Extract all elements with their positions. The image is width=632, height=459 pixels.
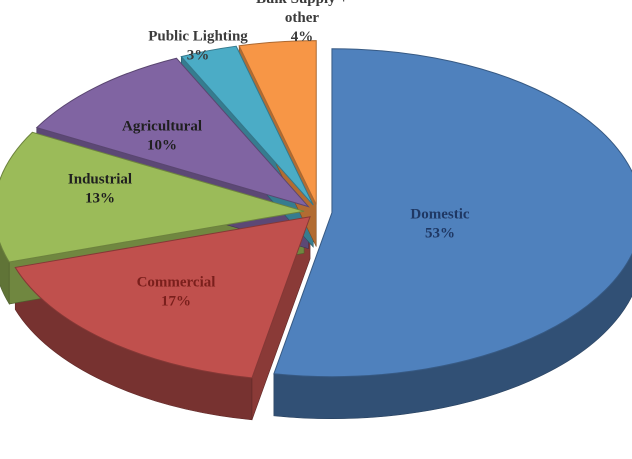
slice-label-agricultural: Agricultural 10% [122,119,202,154]
slice-label-domestic: Domestic 53% [410,207,469,242]
slice-bulk-supply-other [238,40,317,205]
slice-label-commercial: Commercial 17% [137,275,216,310]
slice-label-industrial: Industrial 13% [68,172,132,207]
slice-name-agricultural: Agricultural [122,119,202,135]
slice-value-commercial: 17% [161,294,191,310]
slice-name-commercial: Commercial [137,275,216,291]
slice-name-industrial: Industrial [68,172,132,188]
slice-name-bulk-supply-other: Bulk Supply + [256,0,348,7]
slice-value-domestic: 53% [425,226,455,242]
slice-value-industrial: 13% [85,191,115,207]
slice-domestic [273,48,632,378]
slice-label-bulk-supply-other: Bulk Supply + other 4% [256,0,348,45]
slice-agricultural [35,57,310,208]
slice-name-bulk-supply-other: other [285,10,319,26]
slice-commercial [14,216,311,379]
pie-labels: Domestic 53% Commercial 17% Industrial 13% Agr… [68,0,470,310]
slice-value-public-lighting: 3% [187,48,210,64]
slice-name-public-lighting: Public Lighting [148,29,248,45]
slice-name-domestic: Domestic [410,207,469,223]
slice-value-agricultural: 10% [147,138,177,154]
pie-tops [0,40,632,379]
slice-label-public-lighting: Public Lighting 3% [148,29,248,64]
slice-industrial [0,131,305,263]
slice-value-bulk-supply-other: 4% [291,29,314,45]
slice-public-lighting [180,45,314,206]
